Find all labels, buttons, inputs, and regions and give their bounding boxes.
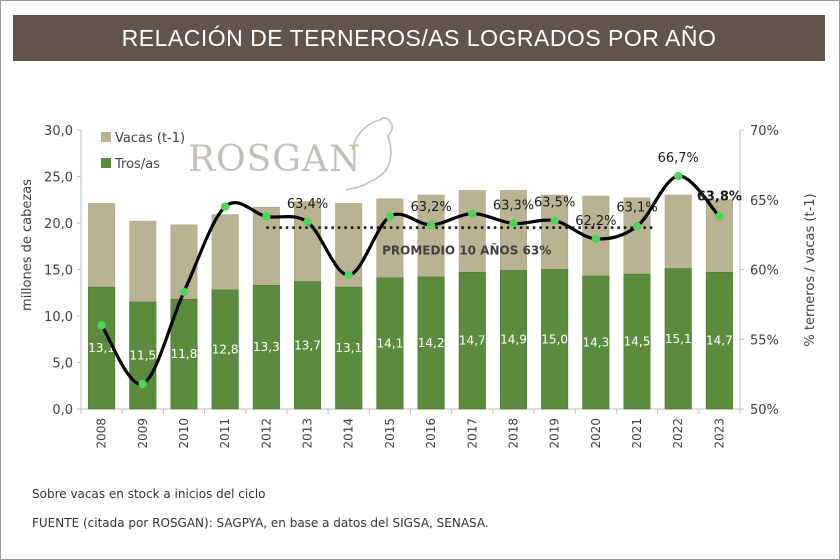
legend-swatch-terneros	[101, 158, 111, 168]
bar-terneros	[294, 281, 322, 410]
ratio-value-label: 63,5%	[534, 196, 575, 211]
footnote-source: FUENTE (citada por ROSGAN): SAGPYA, en b…	[32, 516, 489, 530]
x-tick-label: 2023	[712, 418, 726, 449]
y-tick-label: 20,0	[44, 217, 73, 232]
x-tick-label: 2022	[671, 418, 685, 449]
bar-value-label: 13,3	[253, 340, 280, 354]
bar-terneros	[582, 275, 610, 410]
cow-head-icon	[345, 117, 393, 191]
bar-terneros	[417, 276, 445, 410]
bar-terneros	[664, 268, 692, 410]
x-tick-label: 2021	[630, 418, 644, 449]
bar-value-label: 14,3	[582, 336, 609, 350]
x-tick-label: 2013	[301, 418, 315, 449]
ratio-value-label: 63,3%	[493, 198, 534, 213]
bar-value-label: 13,7	[294, 338, 321, 352]
ratio-point	[715, 212, 724, 221]
x-tick-label: 2017	[465, 418, 479, 449]
y2-tick-label: 50%	[750, 403, 779, 418]
ratio-point	[591, 234, 601, 244]
y-axis-title: millones de cabezas	[20, 179, 35, 311]
ratio-point	[674, 171, 683, 181]
ratio-value-label: 62,2%	[575, 214, 616, 229]
bar-value-label: 13,1	[88, 341, 115, 355]
bar-value-label: 14,9	[500, 333, 527, 347]
bar-value-label: 14,1	[377, 336, 404, 350]
bar-value-label: 14,5	[624, 335, 651, 349]
bar-value-label: 14,2	[418, 336, 445, 350]
y-tick-label: 5,0	[52, 357, 73, 372]
bar-terneros	[211, 289, 239, 410]
y2-axis-title: % terneros / vacas (t-1)	[803, 193, 818, 346]
x-tick-label: 2019	[548, 418, 562, 449]
x-tick-label: 2016	[424, 418, 438, 449]
chart-title: RELACIÓN DE TERNEROS/AS LOGRADOS POR AÑO	[13, 15, 825, 61]
legend-swatch-vacas	[101, 132, 111, 142]
logo-text: ROSGAN	[188, 139, 362, 180]
legend-label-terneros: Tros/as	[114, 157, 160, 172]
y2-tick-label: 70%	[750, 124, 779, 139]
bar-terneros	[129, 301, 157, 410]
x-tick-label: 2020	[589, 418, 603, 449]
ratio-value-label: 63,2%	[410, 200, 451, 215]
ratio-point	[179, 287, 189, 297]
y2-tick-label: 65%	[750, 194, 779, 209]
y2-tick-label: 55%	[750, 333, 779, 348]
x-tick-label: 2011	[218, 418, 232, 449]
ratio-point	[468, 209, 477, 218]
x-tick-label: 2010	[177, 418, 191, 449]
ratio-point	[550, 216, 559, 225]
bar-value-label: 11,8	[171, 347, 198, 361]
x-tick-label: 2018	[506, 418, 520, 449]
bar-terneros	[499, 270, 527, 410]
x-tick-label: 2012	[259, 418, 273, 449]
y-tick-label: 25,0	[44, 171, 73, 186]
bar-terneros	[335, 286, 363, 410]
bar-terneros	[705, 271, 733, 410]
y-tick-label: 30,0	[44, 124, 73, 139]
y-tick-label: 10,0	[44, 310, 73, 325]
ratio-value-label: 63,4%	[287, 197, 328, 212]
ratio-point	[138, 379, 147, 389]
ratio-value-label: 63,8%	[697, 189, 742, 204]
bar-terneros	[458, 271, 486, 410]
bar-value-label: 15,0	[541, 332, 568, 346]
bar-value-label: 12,8	[212, 342, 239, 356]
bar-value-label: 13,1	[335, 341, 362, 355]
bar-terneros	[623, 273, 651, 410]
ratio-point	[97, 321, 106, 330]
bar-value-label: 14,7	[706, 334, 733, 348]
y-tick-label: 0,0	[52, 403, 73, 418]
rosgan-logo: ROSGAN	[188, 117, 393, 191]
bar-value-label: 11,5	[129, 349, 156, 363]
ratio-point	[632, 222, 642, 231]
bar-terneros	[252, 285, 280, 410]
legend: Vacas (t-1) Tros/as	[101, 131, 185, 172]
bar-terneros	[376, 277, 404, 410]
x-tick-label: 2009	[136, 418, 150, 449]
x-tick-label: 2015	[383, 418, 397, 449]
bar-terneros	[88, 286, 116, 410]
footnote-basis: Sobre vacas en stock a inicios del ciclo	[32, 487, 266, 501]
legend-label-vacas: Vacas (t-1)	[115, 131, 185, 146]
ratio-point	[344, 270, 353, 280]
bar-value-label: 15,1	[665, 332, 692, 346]
ratio-point	[509, 219, 518, 228]
bar-terneros	[541, 269, 569, 410]
x-tick-label: 2014	[342, 418, 356, 449]
ratio-point	[220, 202, 230, 211]
x-tick-label: 2008	[95, 418, 109, 449]
y2-tick-label: 60%	[750, 264, 779, 279]
ratio-point	[262, 212, 271, 221]
ratio-point	[303, 217, 312, 227]
y-tick-label: 15,0	[44, 264, 73, 279]
ratio-point	[426, 220, 436, 230]
ratio-point	[385, 212, 395, 221]
ratio-value-label: 63,1%	[616, 200, 657, 215]
bar-value-label: 14,7	[459, 334, 486, 348]
average-label: PROMEDIO 10 AÑOS 63%	[382, 243, 551, 258]
ratio-value-label: 66,7%	[658, 151, 699, 166]
